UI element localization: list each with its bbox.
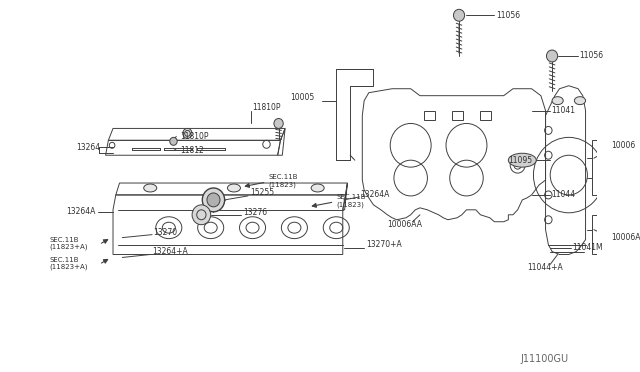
Text: SEC.11B
(11823+A): SEC.11B (11823+A) [50, 257, 88, 270]
Text: SEC.11B
(11823): SEC.11B (11823) [336, 194, 365, 208]
Circle shape [207, 193, 220, 207]
Circle shape [274, 119, 284, 128]
Text: 13264: 13264 [76, 143, 100, 152]
Text: 10006A: 10006A [612, 233, 640, 242]
Text: 13276: 13276 [243, 208, 268, 217]
Circle shape [183, 128, 192, 138]
Text: 15255: 15255 [250, 189, 274, 198]
Bar [479, 110, 491, 121]
Text: 10006: 10006 [612, 141, 636, 150]
Text: 11810P: 11810P [253, 103, 281, 112]
Text: SEC.11B
(11823): SEC.11B (11823) [268, 174, 298, 188]
Ellipse shape [311, 184, 324, 192]
Text: 13264A: 13264A [360, 190, 390, 199]
Bar [424, 110, 435, 121]
Text: 11041M: 11041M [573, 243, 603, 252]
Ellipse shape [552, 97, 563, 105]
Text: 11810P: 11810P [180, 132, 209, 141]
Text: 13270: 13270 [153, 228, 177, 237]
Text: 10005: 10005 [290, 93, 314, 102]
Text: 13270+A: 13270+A [366, 240, 402, 249]
Circle shape [547, 50, 557, 62]
Circle shape [202, 188, 225, 212]
Text: SEC.11B
(11823+A): SEC.11B (11823+A) [50, 237, 88, 250]
Text: 11812: 11812 [180, 146, 204, 155]
Circle shape [192, 205, 211, 225]
Circle shape [170, 137, 177, 145]
Bar [452, 110, 463, 121]
Ellipse shape [144, 184, 157, 192]
Ellipse shape [227, 184, 241, 192]
Ellipse shape [574, 97, 586, 105]
Text: 11044: 11044 [551, 190, 575, 199]
Text: 13264A: 13264A [67, 207, 96, 216]
Text: 11056: 11056 [496, 11, 520, 20]
Text: 11044+A: 11044+A [527, 263, 563, 272]
Text: 11056: 11056 [579, 51, 603, 61]
Text: 11041: 11041 [551, 106, 575, 115]
Text: J11100GU: J11100GU [521, 354, 569, 364]
Text: 11095: 11095 [508, 156, 532, 165]
Ellipse shape [508, 153, 536, 167]
Text: 10006AA: 10006AA [387, 220, 422, 229]
Circle shape [454, 9, 465, 21]
Text: 13264+A: 13264+A [152, 247, 188, 256]
